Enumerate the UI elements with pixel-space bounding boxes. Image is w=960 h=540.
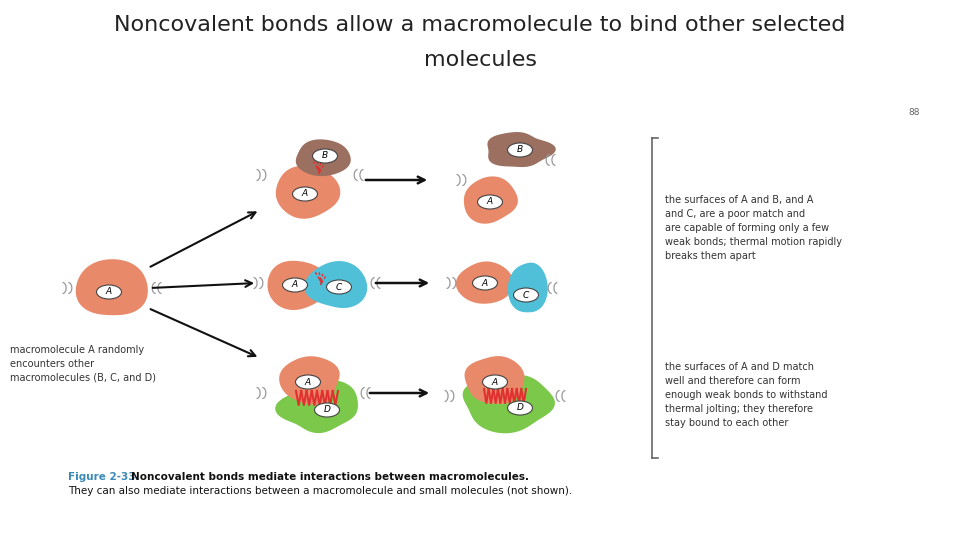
Text: 88: 88	[908, 108, 920, 117]
Polygon shape	[463, 375, 555, 433]
Circle shape	[296, 375, 321, 389]
Polygon shape	[488, 132, 556, 167]
Circle shape	[483, 375, 508, 389]
Polygon shape	[464, 177, 517, 224]
Text: A: A	[106, 287, 112, 296]
Polygon shape	[276, 380, 358, 433]
Polygon shape	[276, 166, 340, 219]
Text: B: B	[322, 152, 328, 160]
Text: A: A	[302, 190, 308, 199]
Circle shape	[97, 285, 122, 299]
Circle shape	[282, 278, 307, 292]
Text: A: A	[292, 280, 298, 289]
Polygon shape	[304, 261, 368, 308]
Circle shape	[315, 403, 340, 417]
Text: Noncovalent bonds mediate interactions between macromolecules.: Noncovalent bonds mediate interactions b…	[131, 472, 529, 482]
Text: D: D	[516, 403, 523, 413]
Polygon shape	[508, 262, 548, 312]
Text: A: A	[482, 279, 488, 287]
Text: C: C	[336, 282, 342, 292]
Text: They can also mediate interactions between a macromolecule and small molecules (: They can also mediate interactions betwe…	[68, 486, 572, 496]
Text: D: D	[324, 406, 330, 415]
Text: molecules: molecules	[423, 50, 537, 70]
Polygon shape	[296, 139, 350, 176]
Text: A: A	[487, 198, 493, 206]
Polygon shape	[456, 261, 514, 303]
Circle shape	[472, 276, 497, 290]
Polygon shape	[279, 356, 340, 404]
Text: the surfaces of A and B, and A
and C, are a poor match and
are capable of formin: the surfaces of A and B, and A and C, ar…	[665, 195, 842, 261]
Circle shape	[508, 401, 533, 415]
Circle shape	[514, 288, 539, 302]
Text: macromolecule A randomly
encounters other
macromolecules (B, C, and D): macromolecule A randomly encounters othe…	[10, 345, 156, 383]
Text: the surfaces of A and D match
well and therefore can form
enough weak bonds to w: the surfaces of A and D match well and t…	[665, 362, 828, 428]
Text: A: A	[492, 377, 498, 387]
Circle shape	[508, 143, 533, 157]
Text: B: B	[516, 145, 523, 154]
Text: Figure 2-33: Figure 2-33	[68, 472, 139, 482]
Circle shape	[477, 195, 502, 209]
Polygon shape	[465, 356, 524, 404]
Polygon shape	[268, 261, 328, 310]
Polygon shape	[76, 259, 148, 315]
Text: Noncovalent bonds allow a macromolecule to bind other selected: Noncovalent bonds allow a macromolecule …	[114, 15, 846, 35]
Text: C: C	[523, 291, 529, 300]
Circle shape	[313, 149, 338, 163]
Circle shape	[326, 280, 351, 294]
Text: A: A	[305, 377, 311, 387]
Circle shape	[293, 187, 318, 201]
